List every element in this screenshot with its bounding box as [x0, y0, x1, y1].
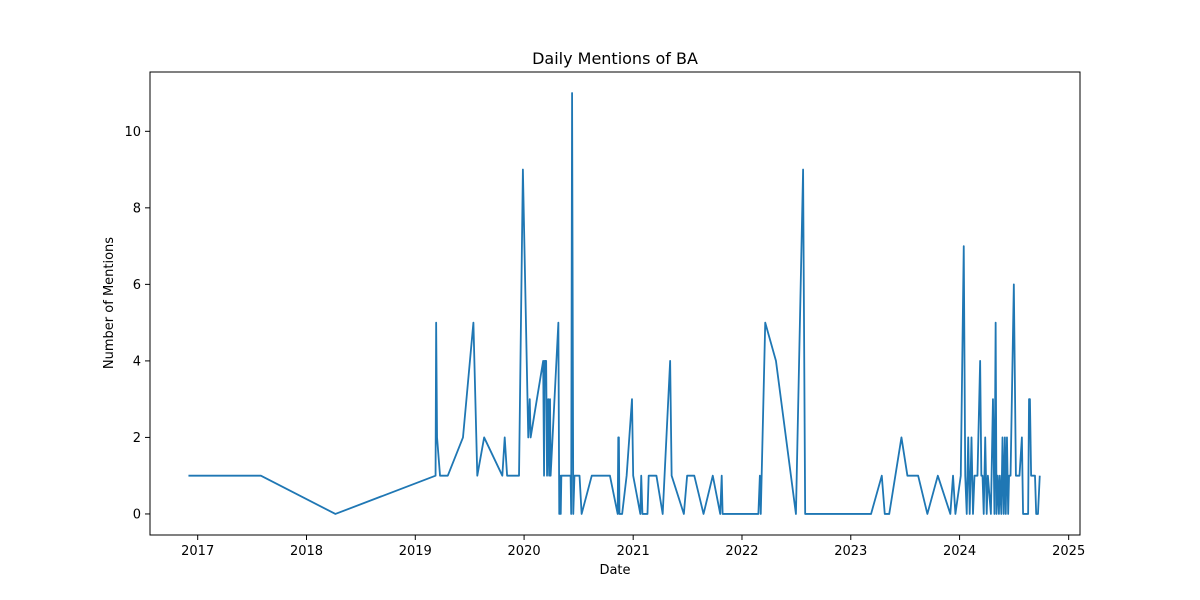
x-tick-label: 2024	[943, 544, 976, 559]
y-axis-label: Number of Mentions	[102, 237, 117, 369]
axes-frame	[149, 71, 1081, 536]
x-tick-label: 2022	[725, 544, 758, 559]
x-axis-label: Date	[599, 563, 630, 578]
y-tick-label: 8	[133, 201, 141, 216]
x-tick-label: 2025	[1052, 544, 1085, 559]
y-tick-label: 10	[124, 125, 141, 140]
x-tick-label: 2023	[834, 544, 867, 559]
y-axis: 0 2 4 6 8 10	[124, 125, 150, 522]
plot-area	[188, 92, 1041, 515]
x-axis: 2017 2018 2019 2020 2021 2022 2023 2024 2025	[181, 535, 1085, 559]
chart-title: Daily Mentions of BA	[532, 49, 698, 68]
x-tick-label: 2020	[508, 544, 541, 559]
x-tick-label: 2019	[399, 544, 432, 559]
x-tick-label: 2021	[617, 544, 650, 559]
y-tick-label: 2	[133, 431, 141, 446]
y-tick-label: 4	[133, 354, 141, 369]
x-tick-label: 2018	[290, 544, 323, 559]
x-tick-label: 2017	[181, 544, 214, 559]
series-line-0	[188, 92, 1041, 515]
y-tick-label: 6	[133, 278, 141, 293]
y-tick-label: 0	[133, 507, 141, 522]
